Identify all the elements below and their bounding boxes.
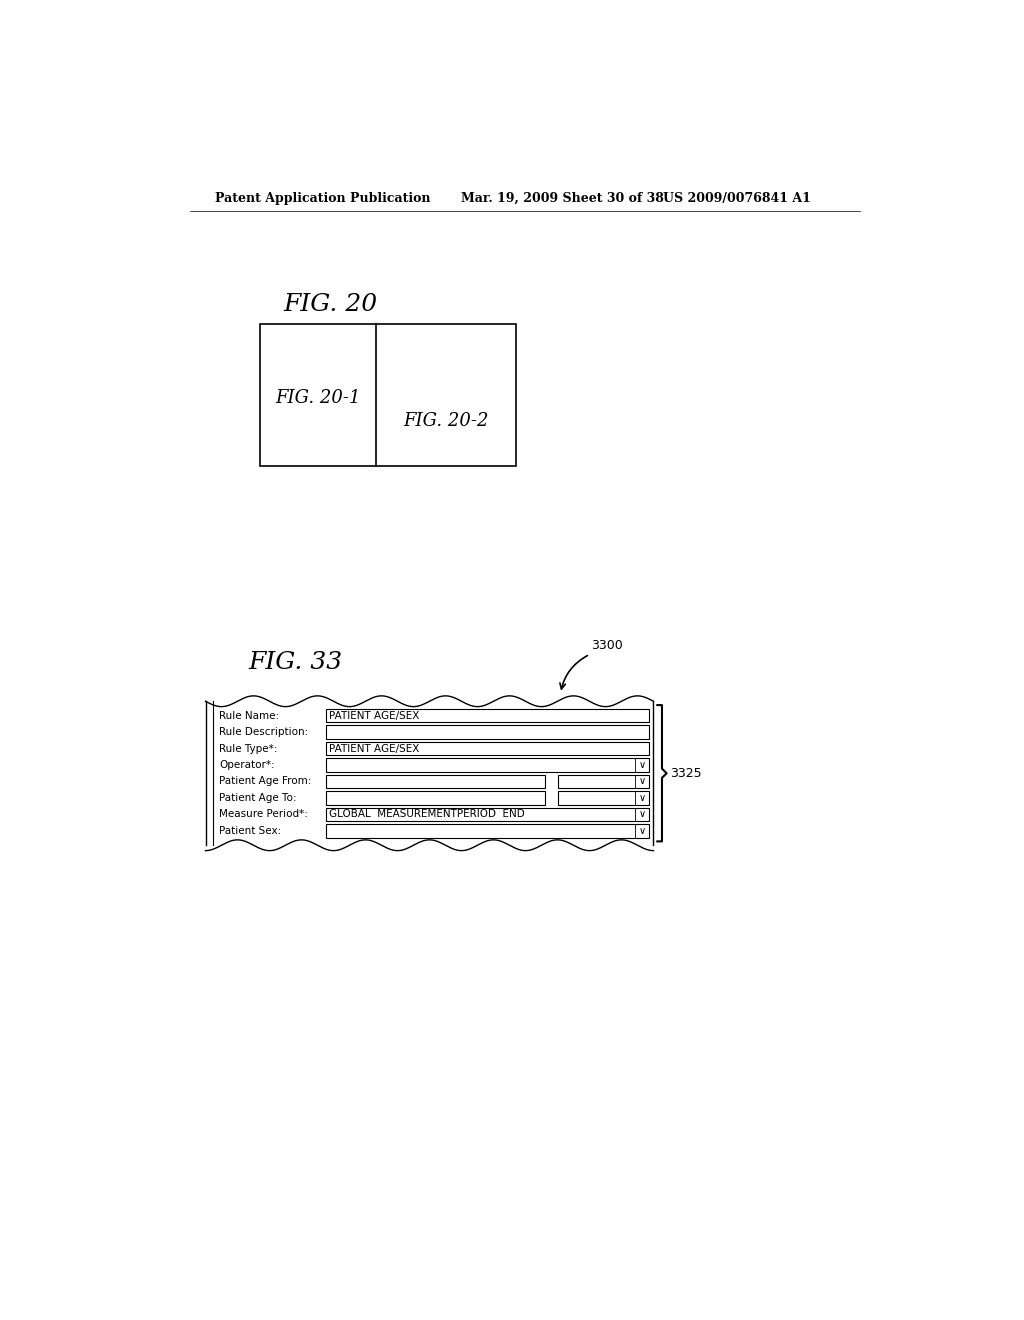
Bar — [558, 791, 649, 805]
Bar — [326, 726, 649, 739]
Text: Patent Application Publication: Patent Application Publication — [215, 191, 430, 205]
Text: Operator*:: Operator*: — [219, 760, 275, 770]
Text: Patient Age From:: Patient Age From: — [219, 776, 312, 787]
Text: 3325: 3325 — [670, 767, 701, 780]
Text: FIG. 33: FIG. 33 — [248, 651, 342, 675]
Text: Rule Type*:: Rule Type*: — [219, 743, 278, 754]
Bar — [326, 824, 649, 838]
Text: Patient Sex:: Patient Sex: — [219, 826, 282, 836]
Text: Mar. 19, 2009 Sheet 30 of 38: Mar. 19, 2009 Sheet 30 of 38 — [461, 191, 665, 205]
Text: Rule Description:: Rule Description: — [219, 727, 308, 737]
Text: US 2009/0076841 A1: US 2009/0076841 A1 — [663, 191, 811, 205]
Text: FIG. 20: FIG. 20 — [283, 293, 377, 317]
Text: PATIENT AGE/SEX: PATIENT AGE/SEX — [329, 710, 419, 721]
Text: Measure Period*:: Measure Period*: — [219, 809, 308, 820]
Text: ∨: ∨ — [638, 776, 645, 787]
Text: ∨: ∨ — [638, 809, 645, 820]
Bar — [326, 775, 546, 788]
Bar — [326, 742, 649, 755]
Bar — [326, 808, 649, 821]
Text: Rule Name:: Rule Name: — [219, 710, 280, 721]
Bar — [558, 775, 649, 788]
Text: ∨: ∨ — [638, 826, 645, 836]
Text: FIG. 20-2: FIG. 20-2 — [403, 412, 488, 430]
Bar — [260, 323, 515, 466]
Text: ∨: ∨ — [638, 760, 645, 770]
Text: FIG. 20-1: FIG. 20-1 — [275, 389, 360, 407]
Text: GLOBAL  MEASUREMENTPERIOD  END: GLOBAL MEASUREMENTPERIOD END — [329, 809, 524, 820]
Text: Patient Age To:: Patient Age To: — [219, 793, 297, 803]
Text: ∨: ∨ — [638, 793, 645, 803]
Text: PATIENT AGE/SEX: PATIENT AGE/SEX — [329, 743, 419, 754]
Bar — [326, 791, 546, 805]
Text: 3300: 3300 — [592, 639, 624, 652]
Bar — [326, 709, 649, 722]
Bar — [326, 758, 649, 772]
